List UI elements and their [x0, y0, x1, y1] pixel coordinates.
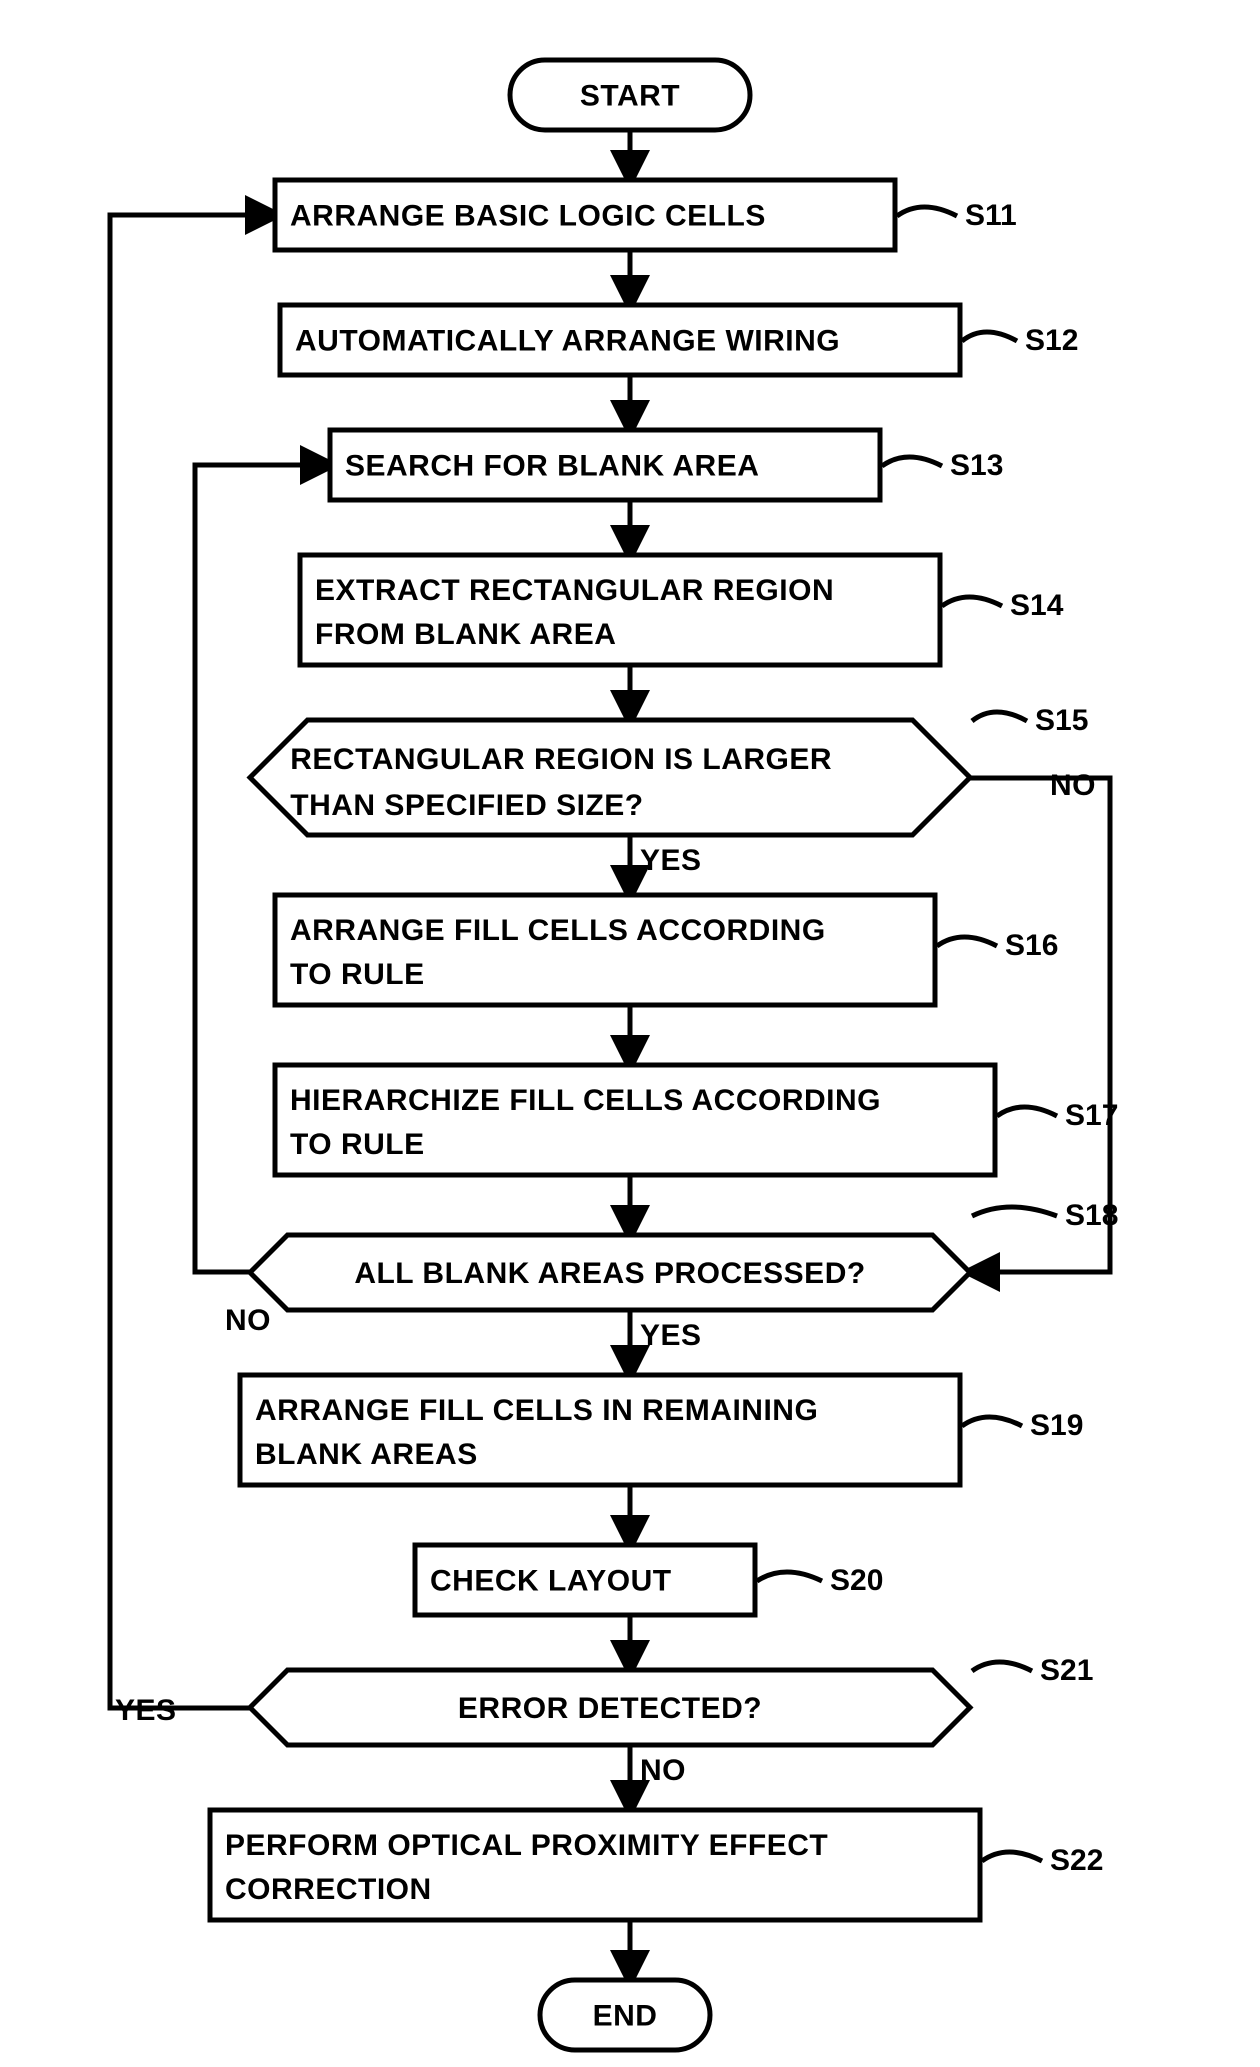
node-s20: CHECK LAYOUT: [415, 1545, 755, 1615]
start-text: START: [580, 80, 680, 113]
s18-text: ALL BLANK AREAS PROCESSED?: [354, 1257, 865, 1290]
node-s15: RECTANGULAR REGION IS LARGER THAN SPECIFI…: [250, 720, 970, 835]
node-s17: HIERARCHIZE FILL CELLS ACCORDING TO RULE: [275, 1065, 995, 1175]
node-s14: EXTRACT RECTANGULAR REGION FROM BLANK ARE…: [300, 555, 940, 665]
s19-text1: ARRANGE FILL CELLS IN REMAINING: [255, 1394, 818, 1427]
s22-text1: PERFORM OPTICAL PROXIMITY EFFECT: [225, 1829, 828, 1862]
s12-label-leader: [962, 332, 1017, 341]
s17-text2: TO RULE: [290, 1128, 425, 1161]
s17-text1: HIERARCHIZE FILL CELLS ACCORDING: [290, 1084, 881, 1117]
s18-yes-label: YES: [640, 1319, 702, 1352]
s19-step-label: S19: [1030, 1409, 1083, 1442]
s16-label-leader: [937, 937, 997, 946]
s13-step-label: S13: [950, 449, 1003, 482]
s15-text2: THAN SPECIFIED SIZE?: [290, 789, 643, 822]
s21-step-label: S21: [1040, 1654, 1093, 1687]
s17-step-label: S17: [1065, 1099, 1118, 1132]
s16-text2: TO RULE: [290, 958, 425, 991]
s22-label-leader: [982, 1852, 1042, 1861]
s12-text: AUTOMATICALLY ARRANGE WIRING: [295, 325, 840, 358]
s20-step-label: S20: [830, 1564, 883, 1597]
s18-label-leader: [972, 1207, 1057, 1216]
s22-text2: CORRECTION: [225, 1873, 432, 1906]
s11-label-leader: [897, 207, 957, 216]
s19-label-leader: [962, 1417, 1022, 1426]
s11-step-label: S11: [965, 199, 1017, 232]
s21-yes-label: YES: [115, 1694, 177, 1727]
node-s21: ERROR DETECTED?: [250, 1670, 970, 1745]
node-s13: SEARCH FOR BLANK AREA: [330, 430, 880, 500]
s20-text: CHECK LAYOUT: [430, 1565, 672, 1598]
s12-step-label: S12: [1025, 324, 1078, 357]
s18-step-label: S18: [1065, 1199, 1118, 1232]
node-s11: ARRANGE BASIC LOGIC CELLS: [275, 180, 895, 250]
node-s16: ARRANGE FILL CELLS ACCORDING TO RULE: [275, 895, 935, 1005]
end-text: END: [593, 2000, 658, 2033]
s13-text: SEARCH FOR BLANK AREA: [345, 450, 759, 483]
node-s18: ALL BLANK AREAS PROCESSED?: [250, 1235, 970, 1310]
s15-yes-label: YES: [640, 844, 702, 877]
node-s19: ARRANGE FILL CELLS IN REMAINING BLANK ARE…: [240, 1375, 960, 1485]
s15-no-label: NO: [1050, 769, 1096, 802]
s16-step-label: S16: [1005, 929, 1058, 962]
node-start: START: [510, 60, 750, 130]
s11-text: ARRANGE BASIC LOGIC CELLS: [290, 200, 766, 233]
s21-no-label: NO: [640, 1754, 686, 1787]
node-s22: PERFORM OPTICAL PROXIMITY EFFECT CORRECTI…: [210, 1810, 980, 1920]
s17-label-leader: [997, 1107, 1057, 1116]
node-end: END: [540, 1980, 710, 2050]
s14-step-label: S14: [1010, 589, 1064, 622]
s14-text2: FROM BLANK AREA: [315, 618, 616, 651]
flowchart-diagram: START ARRANGE BASIC LOGIC CELLS AUTOMATICA…: [0, 0, 1260, 2067]
s14-text1: EXTRACT RECTANGULAR REGION: [315, 574, 834, 607]
edge-s15-s18: [970, 778, 1110, 1272]
s13-label-leader: [882, 457, 942, 466]
s16-text1: ARRANGE FILL CELLS ACCORDING: [290, 914, 826, 947]
s19-text2: BLANK AREAS: [255, 1438, 478, 1471]
s21-text: ERROR DETECTED?: [458, 1692, 762, 1725]
s22-step-label: S22: [1050, 1844, 1103, 1877]
s15-text1: RECTANGULAR REGION IS LARGER: [290, 743, 832, 776]
s18-no-label: NO: [225, 1304, 271, 1337]
node-s12: AUTOMATICALLY ARRANGE WIRING: [280, 305, 960, 375]
s14-label-leader: [942, 597, 1002, 606]
s15-step-label: S15: [1035, 704, 1088, 737]
s15-label-leader: [972, 712, 1027, 721]
s20-label-leader: [757, 1572, 822, 1581]
s21-label-leader: [972, 1662, 1032, 1671]
